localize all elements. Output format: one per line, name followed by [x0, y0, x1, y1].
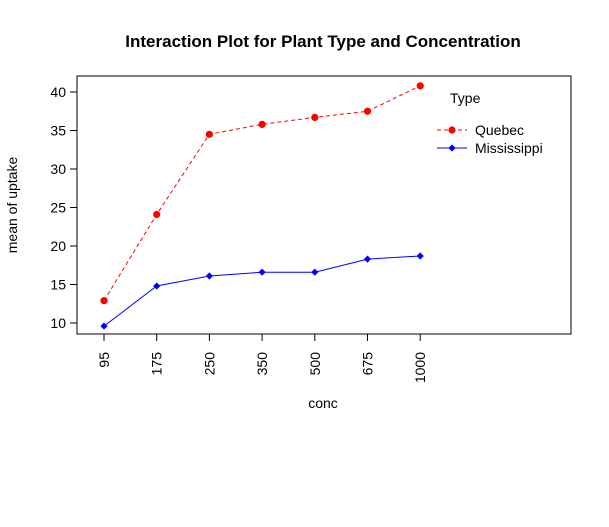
x-tick-label: 175 — [149, 352, 165, 376]
data-point-quebec — [258, 120, 266, 128]
legend-label-quebec: Quebec — [475, 122, 524, 138]
x-axis: 95 175 250 350 500 675 1000 — [96, 333, 428, 383]
y-tick-label: 35 — [50, 123, 66, 139]
y-tick-label: 10 — [50, 315, 66, 331]
legend-label-mississippi: Mississippi — [475, 140, 543, 156]
x-tick-label: 350 — [254, 352, 270, 376]
x-tick-label: 1000 — [412, 352, 428, 383]
data-point-mississippi — [416, 252, 424, 260]
legend-title: Type — [450, 90, 481, 106]
series-layer — [100, 82, 424, 330]
legend-marker-mississippi — [448, 144, 456, 152]
data-point-mississippi — [258, 268, 266, 276]
chart-title: Interaction Plot for Plant Type and Conc… — [125, 32, 520, 51]
data-point-mississippi — [205, 272, 213, 280]
data-point-quebec — [153, 210, 161, 219]
y-axis-label: mean of uptake — [4, 157, 20, 254]
data-point-quebec — [100, 297, 108, 305]
data-point-mississippi — [363, 255, 372, 263]
y-tick-label: 15 — [50, 277, 66, 293]
plot-frame — [76, 75, 572, 335]
series-line-mississippi — [103, 255, 421, 327]
y-tick-label: 30 — [50, 161, 66, 177]
y-axis: 10 15 20 25 30 35 40 — [50, 84, 78, 331]
data-point-quebec — [416, 82, 424, 90]
legend: Type Quebec Mississippi — [437, 90, 543, 156]
y-tick-label: 25 — [50, 200, 66, 216]
series-line-quebec — [103, 85, 421, 301]
x-tick-label: 500 — [307, 352, 323, 376]
data-point-quebec — [311, 113, 319, 122]
y-tick-label: 40 — [50, 84, 66, 100]
legend-marker-quebec — [448, 126, 456, 134]
y-tick-label: 20 — [50, 238, 66, 254]
data-point-mississippi — [153, 282, 161, 290]
x-tick-label: 95 — [96, 352, 112, 368]
data-point-mississippi — [311, 268, 319, 276]
data-point-mississippi — [100, 322, 108, 330]
x-tick-label: 675 — [360, 352, 376, 376]
data-point-quebec — [363, 107, 372, 115]
x-axis-label: conc — [308, 395, 338, 411]
data-point-quebec — [205, 130, 213, 138]
x-tick-label: 250 — [201, 352, 217, 376]
